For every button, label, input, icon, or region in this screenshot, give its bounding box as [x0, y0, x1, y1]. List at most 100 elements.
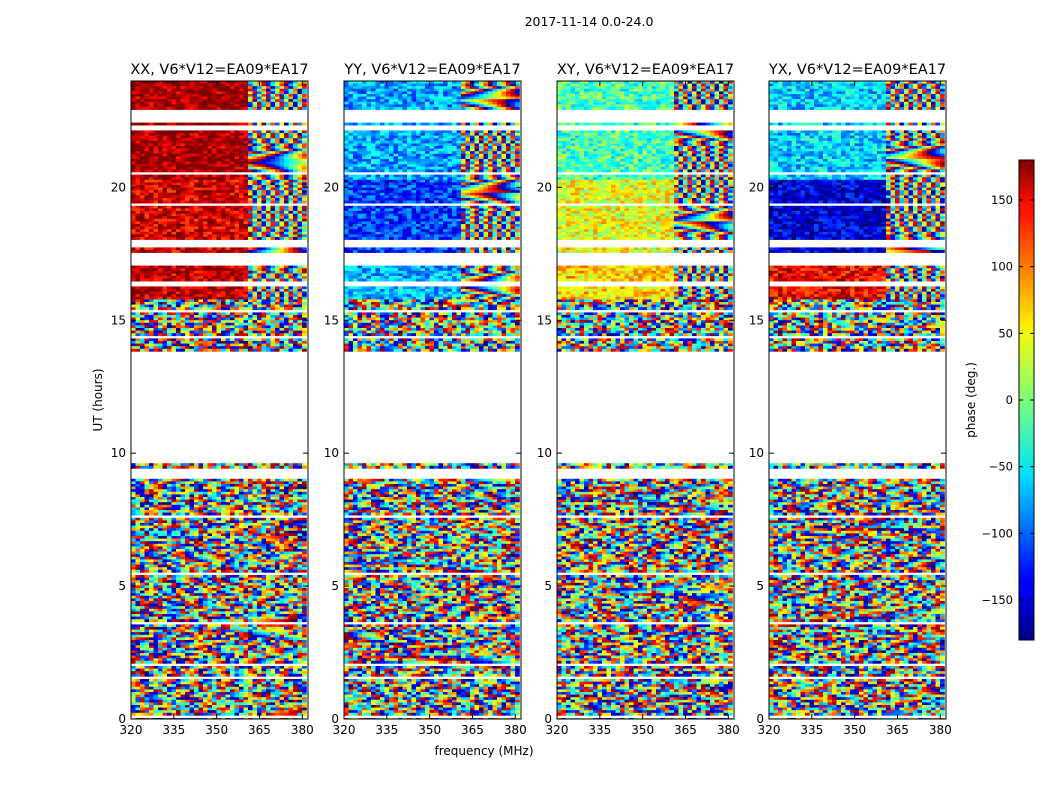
- cell: [207, 291, 213, 295]
- cell: [162, 322, 168, 326]
- cell: [234, 161, 240, 165]
- cell: [270, 541, 276, 545]
- cell: [243, 564, 249, 568]
- cell: [180, 265, 186, 269]
- cell: [284, 520, 289, 524]
- cell: [176, 530, 181, 534]
- cell: [140, 543, 145, 547]
- cell: [135, 304, 141, 308]
- cell: [203, 320, 208, 324]
- cell: [176, 504, 181, 508]
- cell: [234, 328, 240, 331]
- cell: [284, 478, 289, 482]
- cell: [257, 556, 262, 560]
- cell: [243, 140, 249, 144]
- cell: [239, 161, 244, 165]
- cell: [185, 177, 190, 181]
- cell: [185, 299, 190, 303]
- cell: [185, 559, 190, 563]
- cell: [279, 192, 285, 196]
- cell: [212, 546, 217, 550]
- cell: [266, 179, 271, 183]
- cell: [225, 195, 231, 199]
- cell: [194, 208, 199, 212]
- cell: [198, 343, 204, 347]
- cell: [216, 546, 222, 550]
- cell: [234, 491, 240, 495]
- cell: [243, 502, 249, 506]
- cell: [171, 268, 177, 272]
- cell: [153, 330, 159, 334]
- cell: [153, 291, 159, 295]
- cell: [261, 322, 267, 326]
- cell: [261, 549, 267, 552]
- cell: [171, 276, 177, 279]
- cell: [149, 580, 154, 584]
- cell: [248, 250, 253, 253]
- cell: [176, 567, 181, 571]
- cell: [225, 486, 231, 490]
- cell: [243, 273, 249, 277]
- cell: [144, 307, 150, 311]
- cell: [257, 159, 262, 162]
- cell: [135, 541, 141, 545]
- cell: [248, 328, 253, 331]
- cell: [266, 231, 271, 235]
- cell: [167, 229, 172, 233]
- cell: [171, 322, 177, 326]
- cell: [284, 86, 289, 90]
- cell: [198, 104, 204, 108]
- cell: [189, 104, 195, 108]
- cell: [203, 133, 208, 136]
- cell: [257, 341, 262, 344]
- cell: [284, 192, 289, 196]
- cell: [162, 130, 168, 134]
- cell: [212, 185, 217, 188]
- cell: [234, 91, 240, 95]
- cell: [140, 208, 145, 212]
- cell: [176, 133, 181, 136]
- cell: [239, 569, 244, 573]
- cell: [275, 237, 280, 240]
- cell: [176, 81, 181, 84]
- cell: [216, 463, 222, 467]
- cell: [176, 582, 181, 586]
- cell: [158, 289, 163, 292]
- cell: [279, 528, 285, 532]
- cell: [261, 551, 267, 555]
- cell: [135, 161, 141, 165]
- cell: [162, 94, 168, 97]
- cell: [167, 465, 172, 469]
- cell: [243, 556, 249, 560]
- cell: [140, 494, 145, 498]
- cell: [293, 585, 298, 589]
- cell: [153, 590, 159, 594]
- cell: [221, 99, 226, 103]
- cell: [171, 590, 177, 594]
- cell: [180, 478, 186, 482]
- cell: [189, 299, 195, 303]
- cell: [225, 499, 231, 503]
- cell: [149, 200, 154, 204]
- cell: [239, 497, 244, 500]
- cell: [180, 224, 186, 227]
- cell: [252, 541, 258, 545]
- cell: [207, 130, 213, 134]
- cell: [189, 328, 195, 331]
- cell: [140, 216, 145, 220]
- cell: [221, 562, 226, 565]
- cell: [297, 88, 303, 92]
- cell: [185, 94, 190, 97]
- cell: [131, 174, 136, 178]
- cell: [275, 101, 280, 105]
- cell: [279, 96, 285, 100]
- cell: [275, 569, 280, 573]
- cell: [239, 346, 244, 350]
- cell: [279, 538, 285, 542]
- cell: [185, 541, 190, 545]
- cell: [185, 101, 190, 105]
- cell: [288, 569, 294, 573]
- cell: [243, 294, 249, 298]
- cell: [243, 304, 249, 308]
- cell: [131, 525, 136, 529]
